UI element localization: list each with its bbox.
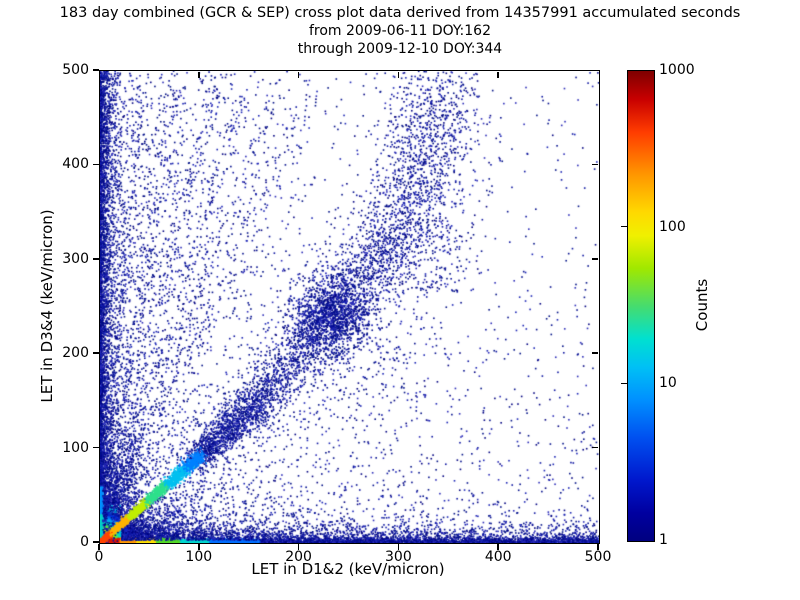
- x-axis-label: LET in D1&2 (keV/micron): [251, 560, 445, 578]
- x-tick-label: 400: [484, 549, 512, 565]
- colorbar-tick-label: 1: [659, 532, 668, 548]
- x-tick-label: 100: [185, 549, 213, 565]
- colorbar-tick-mark: [621, 225, 627, 228]
- x-tick-mark-top: [497, 71, 499, 78]
- x-tick-label: 300: [385, 549, 412, 565]
- y-tick-mark: [93, 163, 99, 166]
- colorbar-tick-label: 10: [659, 375, 677, 392]
- chart-title: 183 day combined (GCR & SEP) cross plot …: [59, 5, 741, 21]
- y-tick-mark: [93, 352, 99, 354]
- x-tick-mark-top: [198, 71, 200, 78]
- y-axis-label: LET in D3&4 (keV/micron): [38, 209, 56, 403]
- y-tick-label: 300: [62, 250, 89, 267]
- x-tick-mark-top: [297, 71, 300, 78]
- x-tick-mark-top: [397, 71, 400, 78]
- x-tick-mark: [397, 543, 400, 550]
- x-tick-mark: [497, 543, 499, 550]
- y-tick-mark: [93, 446, 99, 449]
- y-tick-label: 200: [62, 345, 89, 362]
- x-tick-label: 0: [94, 549, 104, 565]
- x-tick-label: 200: [285, 549, 312, 565]
- scatter-canvas: [100, 71, 599, 543]
- y-tick-mark-right: [592, 446, 598, 449]
- x-tick-mark: [198, 543, 200, 550]
- x-tick-mark: [98, 543, 100, 550]
- y-tick-label: 0: [80, 534, 89, 550]
- colorbar-tick-mark: [621, 382, 627, 385]
- colorbar: [627, 70, 655, 542]
- y-tick-mark-right: [592, 163, 598, 166]
- x-tick-mark: [597, 543, 599, 550]
- y-tick-mark-right: [592, 258, 598, 260]
- x-tick-label: 500: [584, 549, 612, 565]
- plot-area: [99, 70, 600, 544]
- chart-subtitle-through: through 2009-12-10 DOY:344: [297, 41, 503, 57]
- y-tick-label: 400: [62, 156, 89, 173]
- colorbar-tick-label: 1000: [659, 62, 695, 78]
- y-tick-label: 500: [62, 62, 89, 78]
- y-tick-label: 100: [62, 439, 89, 456]
- y-tick-mark: [93, 258, 99, 260]
- y-tick-mark-right: [592, 352, 598, 354]
- y-tick-mark: [93, 69, 99, 71]
- y-tick-mark: [93, 541, 99, 543]
- colorbar-tick-label: 100: [659, 218, 686, 235]
- chart-subtitle-from: from 2009-06-11 DOY:162: [308, 23, 491, 39]
- colorbar-label: Counts: [693, 278, 711, 332]
- x-tick-mark: [297, 543, 300, 550]
